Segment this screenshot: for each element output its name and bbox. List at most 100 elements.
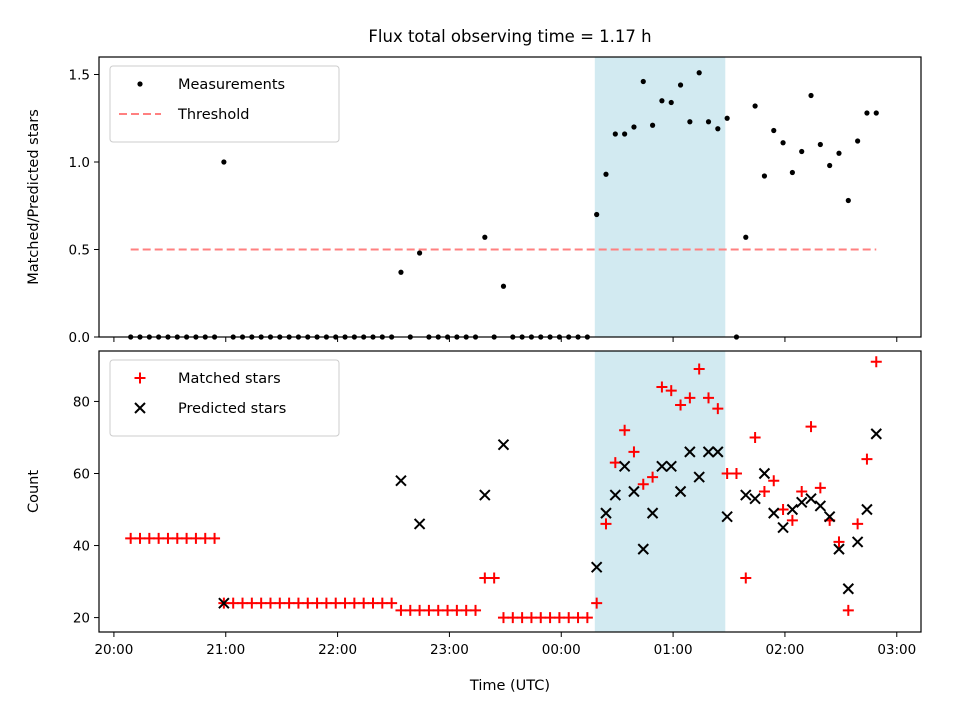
- top-series-0-point-69: [771, 127, 777, 134]
- bottom-series-1-point-28: [814, 500, 827, 512]
- bottom-series-0-point-78: [852, 518, 864, 530]
- bottom-series-0-point-3: [153, 532, 165, 544]
- top-series-0-point-70: [780, 140, 786, 146]
- bottom-series-0-point-62: [703, 392, 715, 404]
- chart-title: Flux total observing time = 1.17 h: [368, 27, 651, 46]
- top-series-0-point-59: [677, 82, 684, 88]
- bottom-series-0-point-24: [348, 597, 360, 609]
- bottom-series-0-point-36: [460, 604, 472, 616]
- bottom-series-0-point-50: [591, 597, 603, 609]
- top-series-0-point-78: [855, 138, 861, 144]
- bottom-highlight-span: [594, 351, 726, 632]
- top-legend-label-1: Threshold: [177, 107, 249, 123]
- bottom-series-0-point-68: [758, 486, 770, 497]
- bottom-series-0-point-20: [311, 597, 323, 609]
- bottom-series-0-point-33: [432, 604, 444, 616]
- bottom-panel: 20 40 60 80 20:00 21:00 22:00 23:00 00:00 01:00 02…: [26, 350, 922, 658]
- bottom-series-1-point-17: [702, 446, 715, 458]
- bottom-series-1-point-1: [395, 474, 407, 487]
- bottom-series-0-point-19: [302, 597, 314, 609]
- top-marks: [128, 70, 879, 340]
- bottom-series-0-point-64: [721, 467, 733, 479]
- bottom-ytick-label-3: 80: [73, 394, 90, 410]
- top-highlight-span: [594, 57, 726, 337]
- top-series-0-point-62: [705, 119, 712, 125]
- top-ytick-label-3: 1.5: [69, 68, 90, 84]
- top-series-0-point-50: [594, 211, 600, 218]
- bottom-series-1-point-26: [795, 496, 808, 509]
- bottom-series-1-point-30: [833, 543, 845, 555]
- top-series-0-point-74: [817, 141, 823, 148]
- bottom-series-1-point-8: [618, 460, 631, 472]
- xtick-label-0: 20:00: [94, 642, 133, 658]
- bottom-series-0-point-23: [339, 597, 351, 609]
- bottom-series-1-point-16: [693, 471, 705, 483]
- bottom-series-0-point-31: [414, 604, 426, 616]
- bottom-series-0-point-65: [730, 467, 742, 479]
- bottom-series-1-point-14: [674, 485, 687, 498]
- bottom-series-0-point-42: [516, 612, 528, 624]
- bottom-series-0-point-80: [870, 356, 882, 368]
- bottom-series-1-point-33: [861, 503, 873, 516]
- bottom-series-0-point-1: [134, 532, 146, 544]
- top-series-0-point-71: [789, 169, 795, 176]
- bottom-series-0-point-69: [768, 475, 780, 487]
- xtick-label-6: 02:00: [765, 642, 804, 658]
- bottom-series-1-point-2: [413, 518, 426, 530]
- bottom-series-0-point-46: [553, 612, 565, 624]
- top-series-0-point-54: [631, 124, 637, 130]
- top-series-0-point-51: [603, 171, 609, 177]
- top-ticks: 0.0 0.5 1.0 1.5: [69, 68, 898, 346]
- bottom-series-0-point-34: [442, 604, 454, 616]
- bottom-series-0-point-26: [367, 597, 379, 609]
- bottom-series-0-point-21: [320, 597, 332, 609]
- bottom-legend-box: [109, 359, 340, 437]
- bottom-series-0-point-57: [656, 381, 668, 393]
- top-series-0-point-75: [827, 162, 833, 169]
- xtick-label-2: 22:00: [318, 642, 357, 658]
- bottom-series-0-point-49: [581, 612, 593, 624]
- bottom-series-1-point-22: [758, 467, 771, 480]
- bottom-series-1-point-18: [712, 446, 724, 458]
- bottom-ylabel: Count: [26, 470, 42, 513]
- bottom-series-1-point-24: [777, 521, 789, 534]
- top-legend-label-0: Measurements: [178, 77, 285, 93]
- bottom-series-1-point-27: [805, 492, 817, 505]
- top-ytick-label-0: 0.0: [69, 330, 90, 346]
- bottom-series-0-point-48: [572, 612, 584, 624]
- bottom-series-0-point-6: [181, 532, 193, 544]
- bottom-ytick-label-0: 20: [73, 611, 90, 627]
- bottom-series-1-point-7: [609, 489, 622, 501]
- bottom-series-0-point-8: [199, 532, 211, 544]
- bottom-series-0-point-77: [842, 604, 854, 616]
- top-series-0-point-80: [873, 110, 879, 116]
- bottom-series-0-point-41: [507, 612, 519, 624]
- bottom-series-0-point-52: [609, 457, 621, 469]
- top-legend-box: [109, 65, 340, 143]
- top-series-0-point-10: [221, 159, 227, 165]
- bottom-series-0-point-14: [255, 597, 267, 609]
- bottom-ticks: 20 40 60 80 20:00 21:00 22:00 23:00 00:00 01:00 02…: [73, 394, 916, 658]
- xtick-label-1: 21:00: [206, 642, 245, 658]
- bottom-series-0-point-53: [619, 424, 631, 436]
- top-series-0-point-60: [687, 119, 693, 125]
- bottom-series-0-point-67: [749, 431, 761, 443]
- bottom-series-1-point-23: [768, 507, 780, 519]
- bottom-series-1-point-10: [637, 543, 649, 555]
- bottom-series-0-point-37: [470, 604, 482, 616]
- bottom-series-0-point-63: [712, 403, 724, 415]
- bottom-legend-label-0: Matched stars: [178, 371, 281, 387]
- bottom-series-0-point-0: [125, 532, 137, 544]
- bottom-legend-swatch-1: [134, 402, 146, 414]
- top-series-0-point-77: [845, 197, 851, 204]
- xtick-label-3: 23:00: [430, 642, 469, 658]
- bottom-series-0-point-47: [563, 612, 575, 624]
- bottom-series-0-point-17: [283, 597, 295, 609]
- top-legend-swatch-0: [137, 81, 143, 87]
- bottom-series-1-point-5: [590, 561, 603, 573]
- bottom-series-0-point-71: [786, 514, 798, 526]
- bottom-legend-swatch-0: [134, 372, 146, 384]
- bottom-series-0-point-18: [292, 597, 304, 609]
- bottom-series-1-point-13: [665, 460, 677, 472]
- bottom-series-0-point-45: [544, 612, 556, 624]
